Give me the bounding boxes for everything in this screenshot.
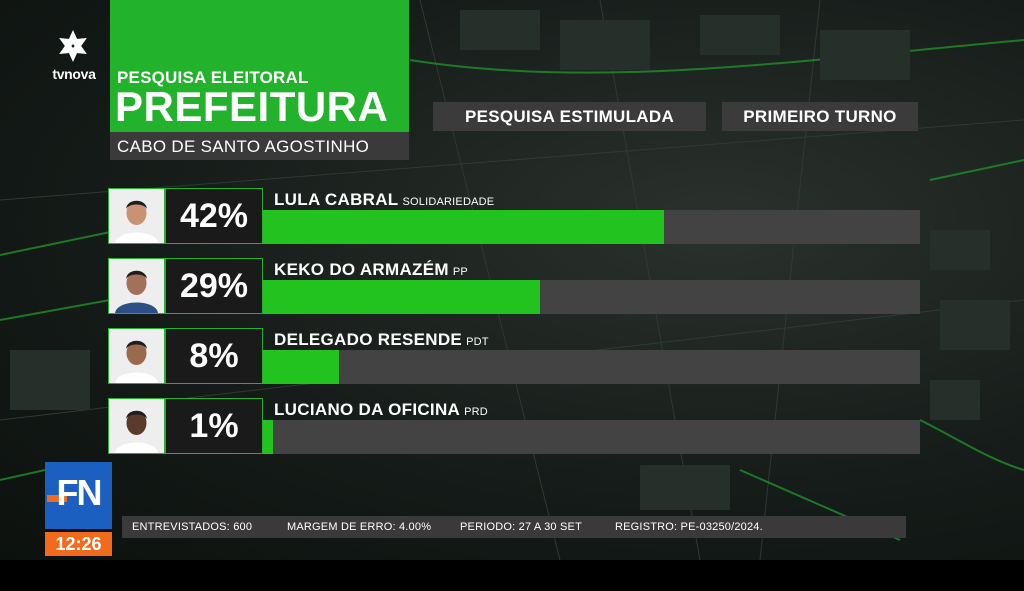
percent-box: 42% [165,188,263,244]
survey-type-tag: PESQUISA ESTIMULADA [433,102,706,131]
city-name: CABO DE SANTO AGOSTINHO [117,137,370,156]
bar-track [263,210,920,244]
clock: 12:26 [45,532,112,556]
map-roads [0,0,1024,560]
candidate-photo-icon [108,258,165,314]
fn-news-badge: FN [45,462,112,529]
percent-box: 1% [165,398,263,454]
data-label: 8% [189,337,239,375]
candidate-photo-icon [108,328,165,384]
candidate-name: KEKO DO ARMAZÉM PP [274,260,468,279]
city-banner: CABO DE SANTO AGOSTINHO [110,132,409,160]
footer-period: PERIODO: 27 A 30 SET [460,521,582,533]
candidate-name: LULA CABRAL SOLIDARIEDADE [274,190,495,209]
bar [263,350,340,384]
fn-badge-text: FN [56,472,103,513]
candidate-row: 8% DELEGADO RESENDE PDT [108,328,920,384]
bottom-black-strip [0,560,1024,591]
candidate-row: 29% KEKO DO ARMAZÉM PP [108,258,920,314]
data-label: 29% [179,267,249,305]
data-label: 42% [179,197,249,235]
candidate-name: DELEGADO RESENDE PDT [274,330,489,349]
bar [263,280,540,314]
round-tag: PRIMEIRO TURNO [722,102,918,131]
percent-box: 29% [165,258,263,314]
bar [263,420,273,454]
candidate-photo-icon [108,188,165,244]
bar-track [263,350,920,384]
percent-box: 8% [165,328,263,384]
candidate-row: 1% LUCIANO DA OFICINA PRD [108,398,920,454]
logo-wordmark: tvnova [52,66,96,82]
candidate-photo-icon [108,398,165,454]
data-label: 1% [189,407,239,445]
candidate-name: LUCIANO DA OFICINA PRD [274,400,488,419]
bar [263,210,665,244]
candidate-party: PDT [466,336,489,348]
candidate-party: SOLIDARIEDADE [402,196,495,208]
fn-badge-stripe [47,495,67,502]
candidate-party: PRD [464,406,488,418]
candidate-party: PP [452,266,468,278]
bar-track [263,420,920,454]
bar-track [263,280,920,314]
poll-info-footer: ENTREVISTADOS: 600 MARGEM DE ERRO: 4.00%… [122,516,906,538]
footer-margin: MARGEM DE ERRO: 4.00% [287,521,432,533]
page-title: PREFEITURA [115,83,389,130]
header-panel [110,0,409,132]
header-subtitle: PESQUISA ELEITORAL [117,68,309,87]
candidate-row: 42% LULA CABRAL SOLIDARIEDADE [108,188,920,244]
footer-interviewed: ENTREVISTADOS: 600 [132,521,253,533]
tvnova-logo-icon [59,30,87,62]
footer-registry: REGISTRO: PE-03250/2024. [615,521,763,533]
